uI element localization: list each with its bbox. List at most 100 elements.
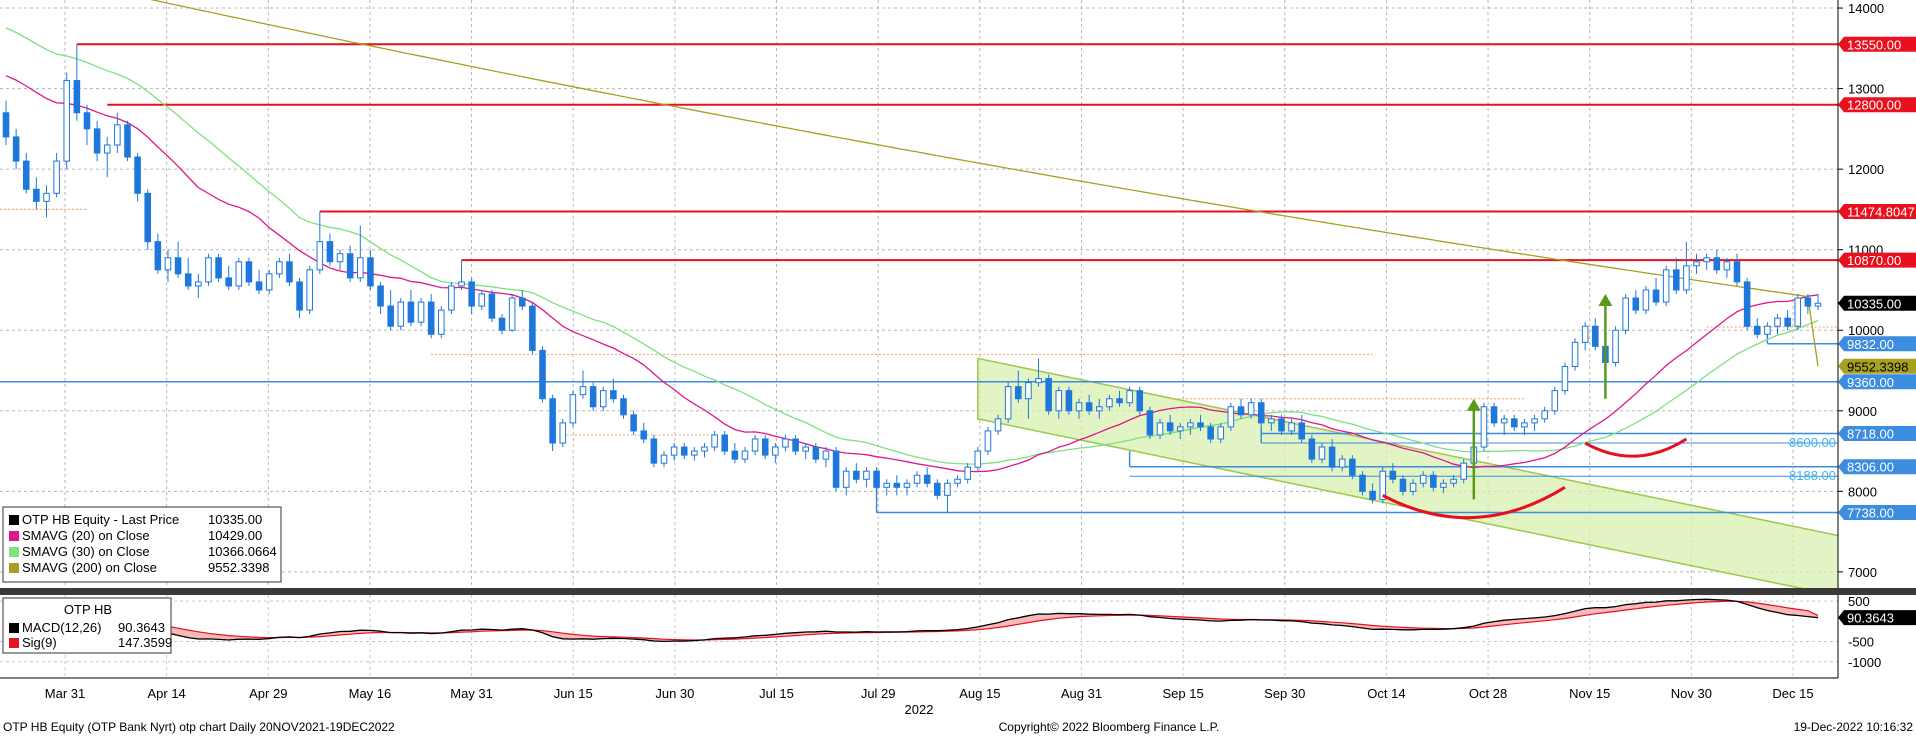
candle xyxy=(711,430,718,452)
candle-body xyxy=(1814,302,1822,307)
candle-body xyxy=(1278,418,1285,432)
candle-body xyxy=(286,261,293,283)
candle xyxy=(994,414,1002,435)
candle-body xyxy=(984,430,992,452)
candle xyxy=(832,447,840,492)
candle xyxy=(1713,249,1721,274)
x-tick-label: Sep 15 xyxy=(1163,686,1204,701)
candle xyxy=(660,451,668,468)
rounding-bottom-arc xyxy=(1382,486,1566,520)
candle xyxy=(195,273,202,299)
candle-body xyxy=(134,156,141,194)
candle-body xyxy=(974,450,982,468)
candle xyxy=(1541,406,1548,423)
candle xyxy=(93,120,101,162)
price-tag: 7738.00 xyxy=(1838,504,1916,520)
candle-body xyxy=(599,390,607,408)
legend-label: SMAVG (200) on Close xyxy=(22,560,157,575)
candle xyxy=(802,443,809,460)
price-tag-box xyxy=(1838,504,1916,520)
candle xyxy=(1015,370,1022,403)
candle xyxy=(934,479,941,500)
candle xyxy=(255,269,263,294)
candle-body xyxy=(1298,422,1306,440)
price-tag-box xyxy=(1838,97,1916,113)
candle xyxy=(822,447,830,468)
candle-body xyxy=(1571,341,1579,367)
candle xyxy=(407,289,415,327)
candle xyxy=(1065,386,1073,415)
candle xyxy=(1723,257,1731,278)
candle xyxy=(721,430,729,456)
price-tag-label: 11474.8047 xyxy=(1847,204,1915,219)
candle-body xyxy=(1774,317,1781,327)
price-tag: 10335.00 xyxy=(1838,295,1916,311)
price-tag-box xyxy=(1838,295,1916,311)
candle xyxy=(316,211,324,274)
x-tick-label: Jul 15 xyxy=(759,686,794,701)
candle-body xyxy=(721,434,729,452)
candle xyxy=(1025,378,1032,419)
candle-body xyxy=(1288,422,1295,432)
candle-body xyxy=(1693,261,1700,267)
candle xyxy=(1561,362,1569,395)
macd-legend-label: Sig(9) xyxy=(22,635,57,650)
candle-body xyxy=(417,301,425,323)
candle xyxy=(1166,414,1174,435)
candle-body xyxy=(1460,462,1467,480)
candle-body xyxy=(1794,297,1802,327)
candle xyxy=(1784,310,1791,331)
candle-body xyxy=(944,482,951,496)
candle-body xyxy=(1308,438,1316,460)
x-tick-label: Dec 15 xyxy=(1772,686,1813,701)
candle xyxy=(377,281,384,315)
macd-legend-swatch xyxy=(9,623,19,633)
candle-body xyxy=(518,297,526,307)
price-tag-box xyxy=(1838,610,1916,626)
candle xyxy=(741,447,749,464)
candle xyxy=(1106,394,1113,411)
candle-body xyxy=(782,438,789,448)
candle xyxy=(83,104,91,145)
candle-body xyxy=(448,285,455,311)
candle xyxy=(691,447,698,461)
target-arrow-2 xyxy=(1598,294,1613,399)
candle xyxy=(478,289,486,311)
candle-body xyxy=(1197,422,1204,428)
price-tag-box xyxy=(1838,36,1916,52)
candle-body xyxy=(1419,474,1427,484)
candle xyxy=(984,426,992,456)
candle xyxy=(1055,386,1063,419)
candle-body xyxy=(1743,281,1751,327)
candle-body xyxy=(1490,406,1498,424)
candle xyxy=(974,447,982,472)
candle-body xyxy=(954,478,961,484)
candle xyxy=(417,298,425,327)
price-tag-label: 90.3643 xyxy=(1847,611,1894,626)
macd-legend-swatch xyxy=(9,638,19,648)
candle-body xyxy=(12,136,20,162)
x-tick-label: Jun 30 xyxy=(655,686,694,701)
candle-body xyxy=(346,253,354,279)
candle-body xyxy=(1551,390,1559,412)
candle-body xyxy=(498,317,506,331)
candle-body xyxy=(1095,406,1103,412)
candle xyxy=(1156,418,1164,439)
candle xyxy=(1349,455,1356,480)
candle-body xyxy=(1065,390,1073,412)
y-tick-label: 13000 xyxy=(1848,82,1884,97)
candle-body xyxy=(83,112,91,130)
price-tag: 11474.8047 xyxy=(1838,203,1916,219)
target-arrow-1 xyxy=(1466,398,1481,500)
candle xyxy=(630,410,637,435)
macd-legend-value: 90.3643 xyxy=(118,620,165,635)
candle xyxy=(1490,402,1498,427)
candle-body xyxy=(772,446,779,456)
candle xyxy=(812,443,820,464)
arrow-head xyxy=(1598,294,1613,306)
candle-body xyxy=(589,386,597,408)
candle-body xyxy=(1672,269,1680,291)
candle xyxy=(235,257,243,290)
y-tick-label: 12000 xyxy=(1848,162,1884,177)
price-tag-label: 9832.00 xyxy=(1847,337,1894,352)
